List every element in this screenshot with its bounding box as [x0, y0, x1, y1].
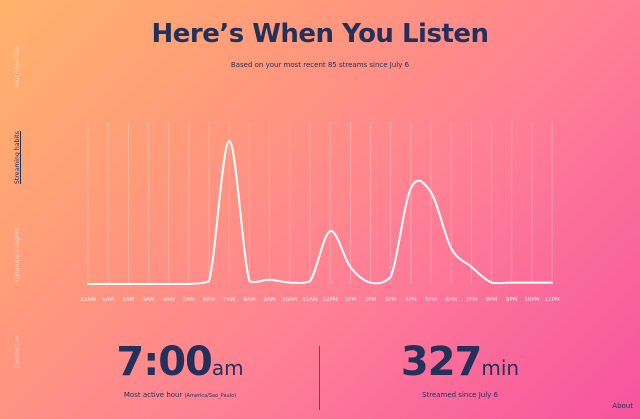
data-point-3am — [147, 283, 150, 285]
data-point-4pm — [410, 187, 412, 189]
x-tick-label: 12AM — [80, 297, 96, 303]
data-point-7am — [228, 140, 231, 142]
minutes-streamed-stat: 327min Streamed since July 6 — [360, 338, 560, 399]
about-link[interactable]: About — [612, 402, 633, 410]
data-point-12am — [87, 283, 89, 285]
x-tick-label: 4AM — [163, 297, 175, 303]
data-point-6am — [208, 280, 210, 282]
x-tick-label: 2PM — [365, 297, 377, 303]
timezone-label: (America/Sao_Paulo) — [184, 393, 237, 399]
x-tick-label: 7AM — [223, 297, 235, 303]
x-tick-label: 11PM — [545, 297, 560, 303]
x-tick-label: 8AM — [243, 297, 255, 303]
data-point-5am — [188, 283, 190, 285]
most-active-hour-stat: 7:00am Most active hour (America/Sao_Pau… — [80, 338, 280, 399]
data-point-8pm — [490, 281, 493, 284]
data-point-2pm — [369, 281, 372, 284]
data-point-7pm — [470, 266, 473, 268]
x-tick-label: 4PM — [405, 297, 417, 303]
x-tick-label: 7PM — [466, 297, 478, 303]
data-point-11am — [309, 280, 311, 282]
data-point-11pm — [551, 281, 553, 284]
data-point-4am — [167, 283, 170, 285]
data-point-3pm — [389, 276, 392, 278]
x-tick-label: 3AM — [143, 297, 155, 303]
data-point-10am — [289, 281, 291, 284]
x-tick-label: 3PM — [385, 297, 397, 303]
data-point-5pm — [430, 191, 432, 194]
data-point-8am — [248, 280, 251, 282]
x-tick-label: 10AM — [282, 297, 298, 303]
x-tick-label: 9AM — [264, 297, 276, 303]
data-point-9pm — [510, 281, 513, 284]
data-point-1am — [107, 283, 109, 285]
data-point-10pm — [531, 281, 533, 284]
page-title: Here’s When You Listen — [151, 19, 489, 49]
minutes-streamed-label: Streamed since July 6 — [422, 391, 498, 399]
page-subtitle: Based on your most recent 85 streams sin… — [230, 61, 410, 69]
x-tick-label: 10PM — [524, 297, 539, 303]
most-active-hour-value: 7:00am — [116, 339, 244, 385]
most-active-hour-unit: am — [211, 356, 244, 380]
data-point-6pm — [450, 247, 453, 250]
minutes-streamed-value: 327min — [400, 339, 520, 385]
data-point-9am — [268, 278, 271, 281]
x-tick-label: 5AM — [183, 297, 195, 303]
most-active-hour-label: Most active hour (America/Sao_Paulo) — [123, 391, 237, 399]
data-point-12pm — [329, 230, 331, 232]
x-tick-label: 6AM — [203, 297, 215, 303]
x-tick-label: 11AM — [302, 297, 318, 303]
data-point-1pm — [349, 266, 352, 268]
data-point-2am — [127, 283, 130, 285]
x-tick-label: 5PM — [425, 297, 437, 303]
listening-line — [88, 140, 553, 285]
x-tick-label: 1AM — [102, 297, 114, 303]
x-tick-label: 12PM — [323, 297, 338, 303]
x-tick-label: 9PM — [506, 297, 518, 303]
x-tick-label: 2AM — [122, 297, 134, 303]
x-tick-label: 6PM — [445, 297, 457, 303]
stats-divider — [319, 346, 320, 410]
x-tick-label: 1PM — [345, 297, 357, 303]
minutes-streamed-unit: min — [481, 356, 520, 380]
x-tick-label: 8PM — [486, 297, 498, 303]
